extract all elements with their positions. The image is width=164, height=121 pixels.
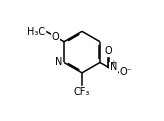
Text: N: N — [110, 62, 117, 72]
Text: O: O — [52, 32, 59, 42]
Text: CF₃: CF₃ — [74, 87, 90, 97]
Text: +: + — [111, 60, 116, 66]
Text: O⁻: O⁻ — [119, 67, 132, 77]
Text: O: O — [105, 46, 112, 56]
Text: N: N — [55, 57, 62, 68]
Text: H₃C: H₃C — [27, 27, 45, 37]
